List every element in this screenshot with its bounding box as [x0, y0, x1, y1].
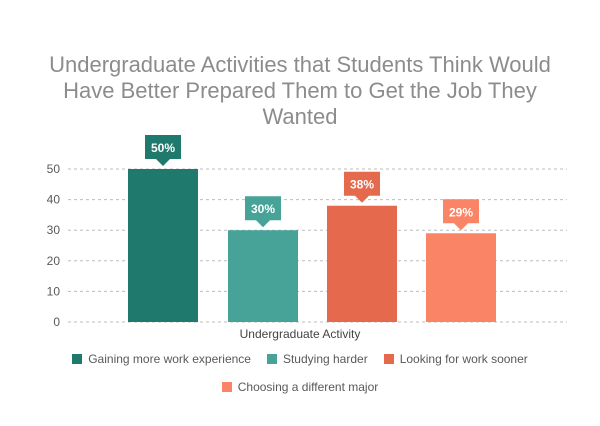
- legend-label-studying-harder: Studying harder: [282, 352, 368, 366]
- y-tick-label-40: 40: [47, 193, 61, 207]
- bar-3: [327, 205, 397, 322]
- legend-label-work-experience: Gaining more work experience: [88, 352, 251, 366]
- legend-item-work-experience: Gaining more work experience: [72, 352, 251, 366]
- legend-swatch-work-experience: [72, 354, 83, 364]
- y-tick-label-20: 20: [47, 254, 61, 268]
- bar-4: [426, 233, 496, 322]
- legend-swatch-looking-sooner: [383, 354, 394, 364]
- data-label-2: 30%: [251, 202, 275, 216]
- y-tick-label-30: 30: [47, 223, 61, 237]
- x-axis-title: Undergraduate Activity: [239, 327, 361, 341]
- data-label-bubble-4: [443, 199, 479, 231]
- legend-row-1: Gaining more work experience Studying ha…: [0, 351, 600, 367]
- bar-2: [228, 230, 298, 322]
- legend-label-looking-sooner: Looking for work sooner: [399, 352, 528, 366]
- legend-item-different-major: Choosing a different major: [221, 380, 379, 394]
- data-label-3: 38%: [350, 178, 374, 192]
- legend-item-studying-harder: Studying harder: [266, 352, 368, 366]
- data-label-bubble-1: [145, 135, 181, 166]
- y-tick-label-10: 10: [47, 284, 61, 298]
- legend-row-2: Choosing a different major: [0, 379, 600, 395]
- legend-label-different-major: Choosing a different major: [237, 380, 379, 394]
- data-label-4: 29%: [449, 205, 473, 219]
- legend-swatch-studying-harder: [266, 354, 277, 364]
- chart-title: Undergraduate Activities that Students T…: [49, 52, 551, 129]
- legend-item-looking-sooner: Looking for work sooner: [383, 352, 528, 366]
- data-label-bubble-3: [344, 171, 380, 203]
- y-tick-label-0: 0: [53, 315, 60, 329]
- bar-1: [128, 169, 198, 322]
- legend: Gaining more work experience Studying ha…: [0, 351, 600, 407]
- legend-swatch-different-major: [221, 382, 232, 392]
- y-tick-label-50: 50: [47, 162, 61, 176]
- data-label-bubble-2: [245, 196, 281, 228]
- data-label-1: 50%: [151, 141, 175, 155]
